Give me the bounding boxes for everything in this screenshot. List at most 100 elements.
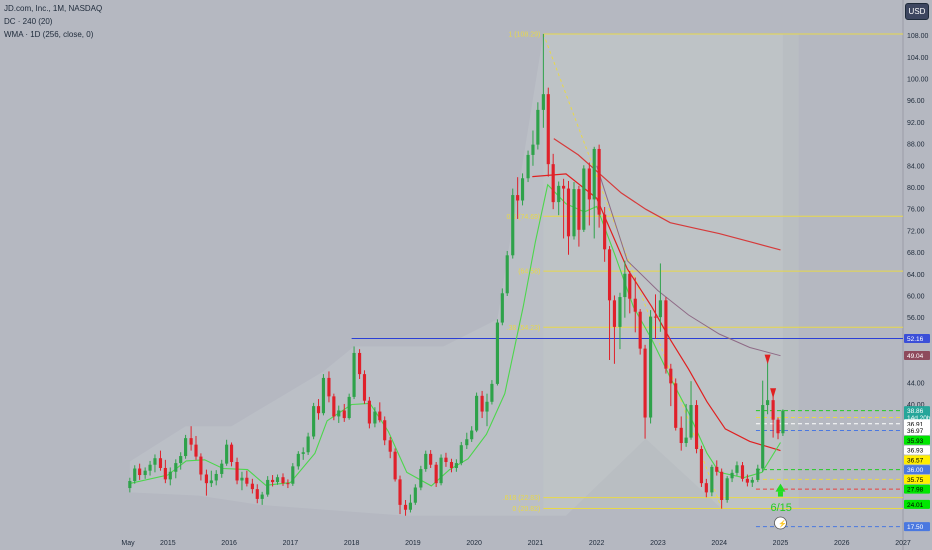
candle-body <box>312 406 316 437</box>
candle <box>612 295 617 364</box>
candle <box>526 150 530 183</box>
candle <box>623 260 627 318</box>
candle <box>245 470 249 487</box>
candle-body <box>316 406 321 414</box>
candle-body <box>633 298 637 312</box>
candle <box>347 393 351 420</box>
candle-body <box>403 504 408 510</box>
price-tag <box>904 445 930 455</box>
x-axis-tick-label: 2025 <box>773 540 789 547</box>
candle <box>633 277 637 333</box>
candle <box>480 390 484 419</box>
candle <box>520 173 525 206</box>
symbol-title: JD.com, Inc., 1M, NASDAQ <box>4 4 103 13</box>
x-axis-tick-label: 2016 <box>221 540 237 547</box>
candle-body <box>408 502 413 510</box>
candle <box>771 396 775 438</box>
candle-body <box>516 195 520 201</box>
price-tag <box>904 426 930 436</box>
candle <box>725 476 729 503</box>
candle-body <box>260 494 264 499</box>
candle <box>546 87 550 177</box>
candle-body <box>710 466 714 493</box>
candle-body <box>158 458 163 468</box>
annotation-label: 6/15 <box>770 502 791 514</box>
price-tag-label: 36.57 <box>907 457 924 464</box>
candle <box>735 461 739 476</box>
x-axis-tick-label: 2015 <box>160 540 176 547</box>
candle <box>179 452 183 470</box>
candle <box>362 370 367 404</box>
candle <box>255 484 259 504</box>
y-axis-tick-label: 68.00 <box>907 250 925 257</box>
candle <box>194 435 198 460</box>
wma-slow-line <box>532 173 781 452</box>
candle-body <box>720 471 724 500</box>
price-tag-label: 52.16 <box>907 336 924 343</box>
candle <box>148 460 152 476</box>
candle-body <box>281 477 285 484</box>
x-axis-tick-label: 2019 <box>405 540 421 547</box>
candle-body <box>536 109 540 145</box>
candle <box>449 458 454 473</box>
candle-body <box>342 410 346 419</box>
y-axis-tick-label: 100.00 <box>907 76 929 83</box>
candle-body <box>179 456 183 464</box>
candle <box>516 177 520 219</box>
y-axis-tick-label: 40.00 <box>907 402 925 409</box>
y-axis-tick-label: 64.00 <box>907 272 925 279</box>
candle <box>214 470 218 486</box>
candle <box>439 454 443 486</box>
candle <box>225 439 229 466</box>
candle-body <box>520 178 525 201</box>
currency-button[interactable]: USD <box>905 3 929 20</box>
candle-body <box>618 297 622 327</box>
candle-body <box>214 473 218 481</box>
y-axis-tick-label: 44.00 <box>907 380 925 387</box>
candle <box>199 453 203 481</box>
candle-body <box>740 465 745 479</box>
candle <box>138 463 142 480</box>
candle <box>327 371 331 403</box>
candle <box>562 178 566 239</box>
candle-body <box>429 453 433 465</box>
price-tag-label: 36.93 <box>907 448 924 455</box>
candle-body <box>225 444 229 464</box>
candle <box>715 460 719 476</box>
candle-body <box>776 419 780 434</box>
candle-body <box>735 465 739 473</box>
candle-body <box>684 437 688 444</box>
candle-body <box>485 401 489 412</box>
candle <box>286 479 290 489</box>
indicator-wma-label: WMA · 1D (256, close, 0) <box>4 30 94 39</box>
candle-body <box>679 427 683 444</box>
candle <box>511 188 515 259</box>
price-tag <box>904 419 930 429</box>
candle <box>413 484 417 505</box>
candle-body <box>449 462 454 468</box>
candle <box>454 459 458 472</box>
candle <box>434 462 438 487</box>
candle-body <box>434 464 438 484</box>
price-tag-label: 24.01 <box>907 502 924 509</box>
candle-body <box>587 168 591 200</box>
fib-level-label: 1 (108.29) <box>508 31 540 38</box>
candle-body <box>301 452 305 454</box>
candle <box>531 130 535 166</box>
candle-body <box>623 273 627 298</box>
candle-body <box>495 322 500 384</box>
candle-body <box>490 383 494 402</box>
candle-body <box>321 377 326 414</box>
candle <box>240 471 244 491</box>
price-tag <box>904 455 930 465</box>
candle <box>649 310 653 424</box>
candle <box>495 319 500 386</box>
target-arrow-stem <box>777 491 783 497</box>
candle <box>342 403 346 422</box>
candle <box>158 450 163 471</box>
price-tag-label: 27.98 <box>907 487 924 494</box>
lightning-glyph: ⚡ <box>778 519 787 528</box>
candle-body <box>419 469 423 488</box>
target-arrow <box>775 483 786 492</box>
